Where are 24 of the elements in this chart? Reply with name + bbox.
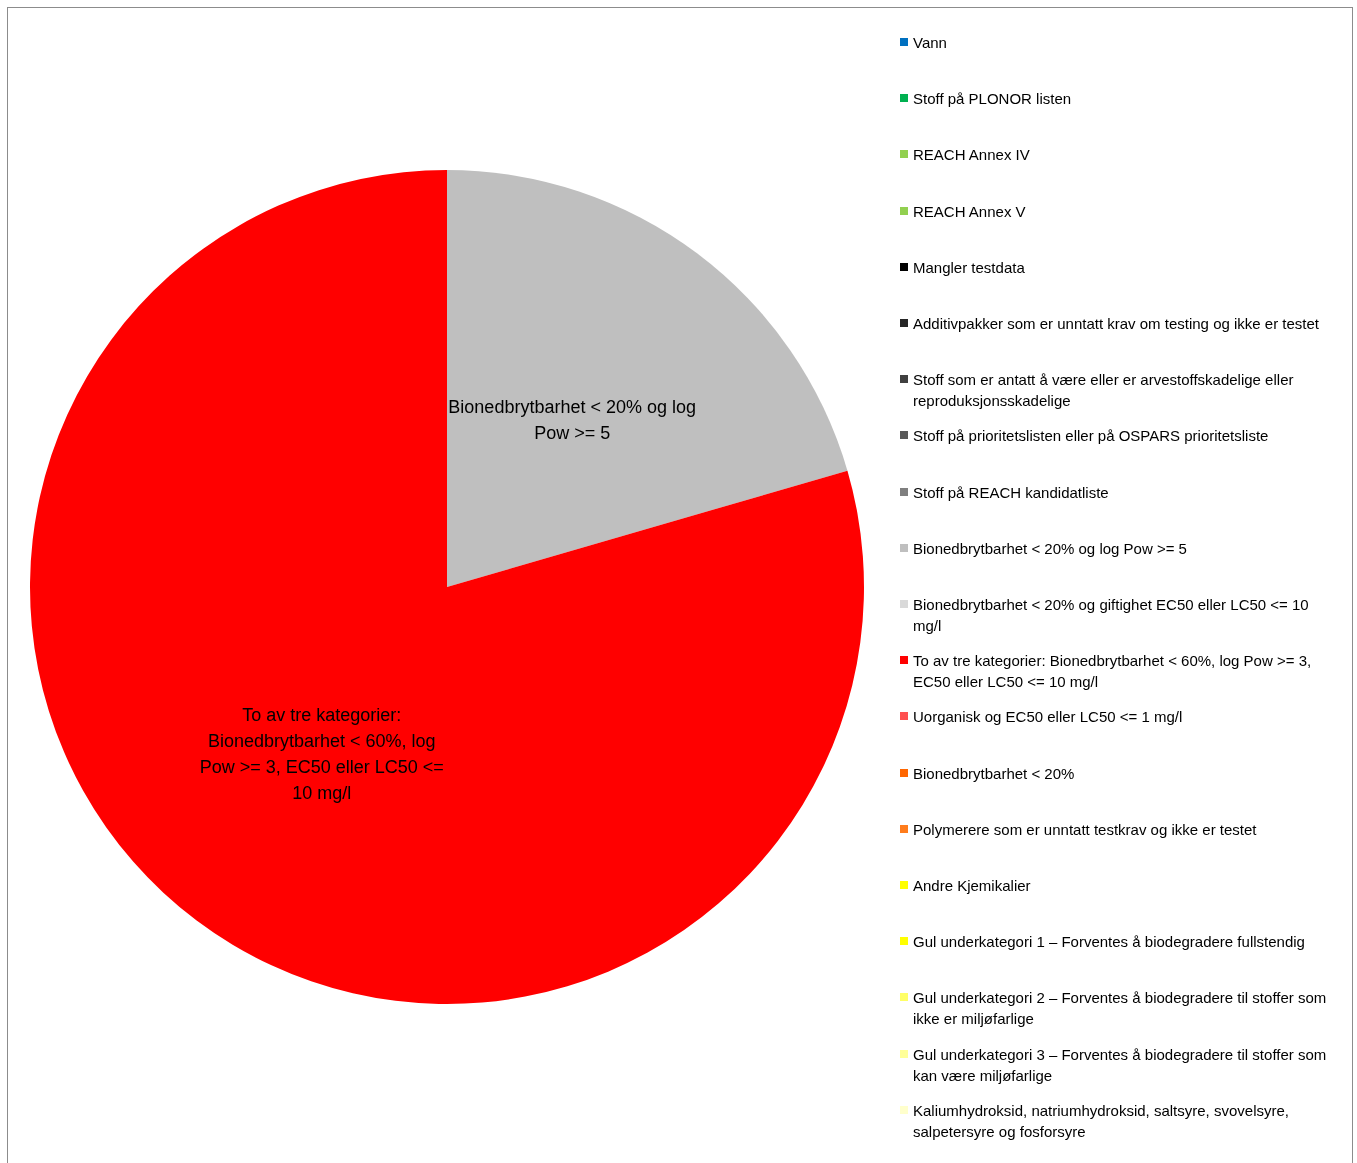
legend-label: Stoff på PLONOR listen <box>913 89 1073 110</box>
pie-slice <box>447 170 848 587</box>
legend-label: Stoff på prioritetslisten eller på OSPARS prioritetsliste <box>913 426 1270 447</box>
legend-label: Bionedbrytbarhet < 20% og log Pow >= 5 <box>913 538 1188 559</box>
legend-label: Polymerere som er unntatt testkrav og ikke er testet <box>913 819 1258 840</box>
legend-label: Vann <box>913 33 948 53</box>
legend-label: Andre Kjemikalier <box>913 876 1032 896</box>
slice-label: Bionedbrytbarhet < 20% og log Pow >= 5 <box>447 396 698 446</box>
legend-label: Uorganisk og EC50 eller LC50 <= 1 mg/l <box>913 707 1184 728</box>
legend-label: Bionedbrytbarhet < 20% <box>913 763 1076 784</box>
slice-label: To av tre kategorier: Bionedbrytbarhet < 60%, log Pow >= 3, EC50 eller LC50 <= 10 mg/l <box>198 703 445 805</box>
legend-label: Mangler testdata <box>913 257 1026 278</box>
legend-label: Gul underkategori 2 – Forventes å biodegradere til stoffer som ikke er miljøfarlige <box>913 988 1328 1030</box>
legend-label: REACH Annex IV <box>913 145 1031 166</box>
legend-label: Stoff som er antatt å være eller er arvestoffskadelige eller reproduksjonsskadelige <box>913 370 1295 412</box>
legend-label: Additivpakker som er unntatt krav om testing og ikke er testet <box>913 314 1321 334</box>
legend-label: Gul underkategori 3 – Forventes å biodegradere til stoffer som kan være miljøfarlige <box>913 1044 1328 1086</box>
legend-label: Bionedbrytbarhet < 20% og giftighet EC50 eller LC50 <= 10 mg/l <box>913 595 1310 636</box>
pie-slice <box>30 170 864 1004</box>
legend-label: Kaliumhydroksid, natriumhydroksid, saltsyre, svovelsyre, salpetersyre og fosforsyre <box>913 1100 1290 1142</box>
legend-label: REACH Annex V <box>913 201 1027 222</box>
legend-label: Stoff på REACH kandidatliste <box>913 482 1110 503</box>
legend-label: To av tre kategorier: Bionedbrytbarhet < 60%, log Pow >= 3, EC50 eller LC50 <= 10 mg/l <box>913 651 1313 693</box>
legend-label: Gul underkategori 1 – Forventes å biodegradere fullstendig <box>913 932 1306 953</box>
